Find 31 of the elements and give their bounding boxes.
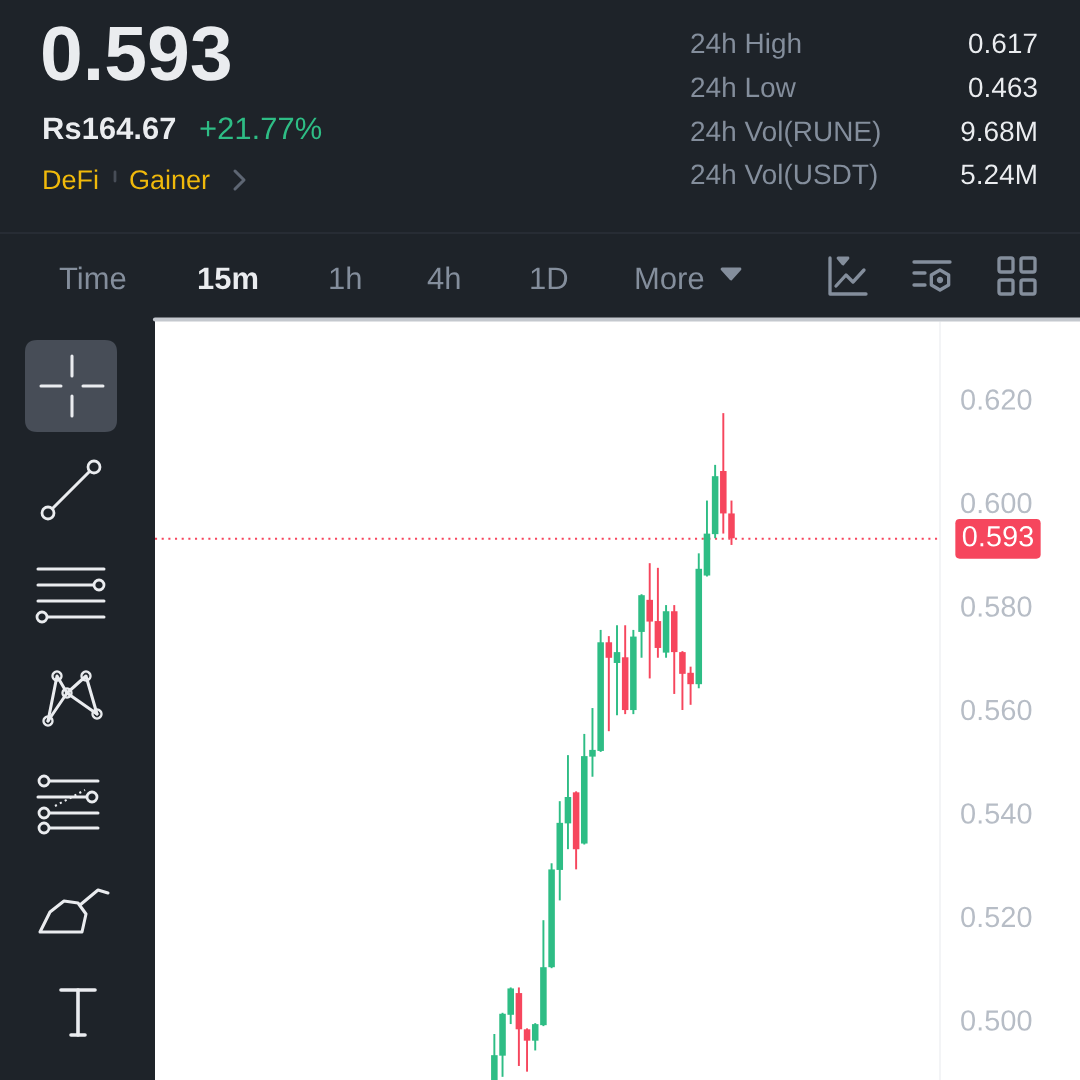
text: Rs164.67 bbox=[44, 117, 176, 140]
text: 24h Low bbox=[691, 76, 796, 98]
text: 24h Vol(USDT) bbox=[691, 163, 877, 190]
text: 9.68M bbox=[961, 121, 1036, 142]
text: 24h High bbox=[691, 32, 801, 59]
text: 1h bbox=[330, 266, 361, 289]
y-tick-label: 0.600 bbox=[961, 492, 1032, 514]
y-tick-label: 0.520 bbox=[961, 906, 1032, 928]
text: +21.77% bbox=[200, 117, 322, 140]
text: 24h Vol(RUNE) bbox=[691, 120, 880, 147]
y-tick-label: 0.500 bbox=[961, 1010, 1032, 1031]
y-tick-label: 0.540 bbox=[961, 803, 1032, 824]
text: Gainer bbox=[130, 169, 210, 190]
y-tick-label: 0.620 bbox=[961, 389, 1032, 410]
text: Time bbox=[59, 266, 126, 290]
text: 0.463 bbox=[969, 77, 1037, 98]
candlestick bbox=[613, 625, 621, 716]
text: 4h bbox=[427, 266, 460, 289]
y-tick-label: 0.580 bbox=[961, 596, 1032, 617]
text: DeFi bbox=[44, 169, 98, 190]
ref-line-label: 0.593 bbox=[962, 526, 1034, 547]
candlestick bbox=[523, 1028, 531, 1072]
text: More bbox=[636, 267, 704, 290]
chart-title: 0.593 bbox=[43, 26, 230, 81]
text: 1D bbox=[531, 267, 568, 289]
y-tick-label: 0.560 bbox=[961, 699, 1032, 721]
text: 5.24M bbox=[961, 164, 1036, 185]
text: 15m bbox=[198, 267, 258, 290]
text: 0.617 bbox=[969, 33, 1037, 54]
candlestick bbox=[605, 636, 613, 732]
candlestick bbox=[646, 563, 653, 679]
